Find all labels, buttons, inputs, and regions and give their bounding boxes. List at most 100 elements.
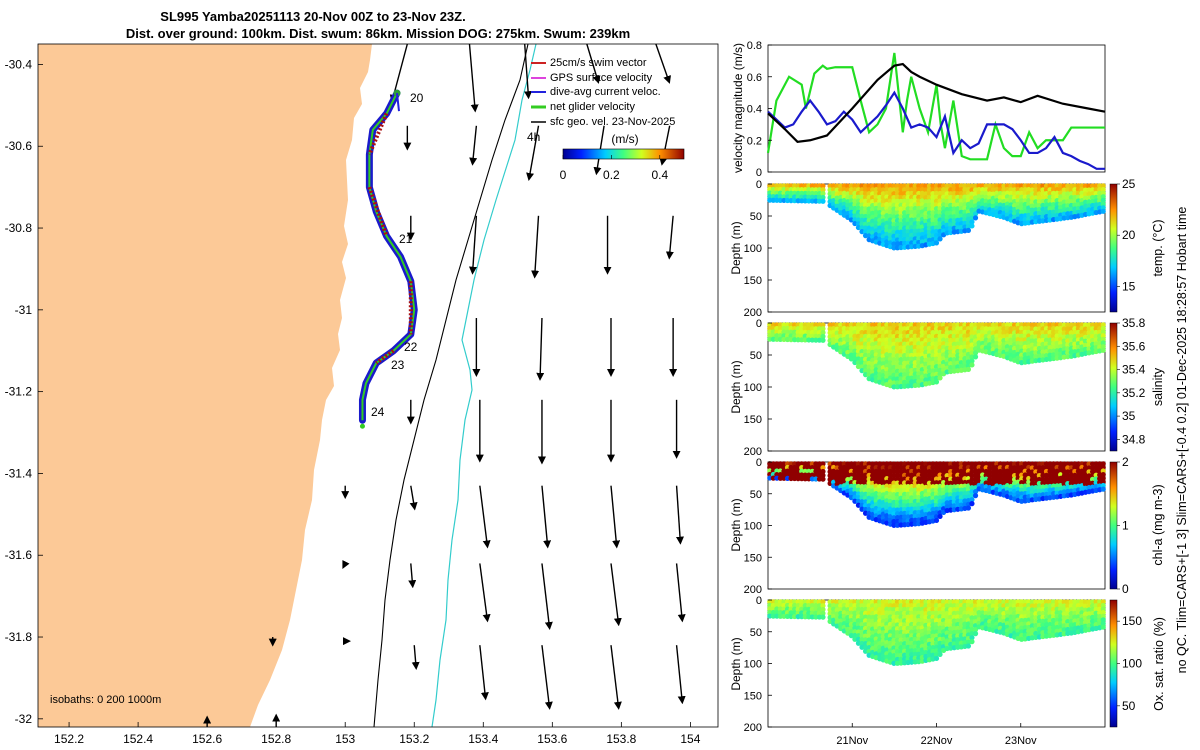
map-colorbar-tick-label: 0	[560, 168, 567, 182]
gps-velocity-arrow	[395, 92, 400, 112]
section-sample	[969, 219, 975, 225]
oxygen-section	[767, 599, 1106, 666]
oxygen-panel: 0 50 100 150 200 Depth (m) 50 100 150 Ox. sat.…	[729, 595, 1166, 747]
time-tick-label: 21Nov	[836, 735, 868, 747]
section-sample	[972, 211, 979, 217]
section-y-tick-label: 100	[744, 659, 762, 671]
section-y-tick-label: 150	[744, 552, 762, 564]
section-sample	[937, 375, 943, 381]
salinity-colorbar	[1109, 322, 1118, 452]
velocity-line	[767, 62, 1106, 143]
legend-gps-label: GPS surface velocity	[550, 72, 653, 84]
section-sample	[820, 326, 826, 332]
map-y-tick-label: -31.8	[5, 630, 33, 644]
map-y-tick-label: -31.4	[5, 466, 33, 480]
section-sample	[1100, 208, 1106, 214]
section-sample	[820, 337, 826, 343]
section-y-tick-label: 150	[744, 275, 762, 287]
legend-swim-label: 25cm/s swim vector	[550, 57, 647, 69]
colorbar-tick-label: 0	[1122, 582, 1129, 596]
temperature-ylabel: Depth (m)	[729, 221, 743, 274]
geo-vector-arrow	[541, 485, 552, 549]
section-sample	[972, 493, 979, 499]
geo-vector-arrow	[524, 44, 533, 100]
map-colorbar-ticks: 0 0.2 0.4	[560, 155, 668, 182]
section-sample	[1100, 624, 1106, 630]
map-y-tick-label: -31	[15, 303, 33, 317]
geo-vector-arrow	[468, 215, 478, 275]
day-label-21: 21	[399, 232, 413, 246]
section-sample	[972, 354, 979, 360]
section-sample	[1100, 322, 1106, 328]
geo-vector-arrow	[468, 44, 479, 113]
section-sample	[820, 599, 826, 605]
time-tick-label: 22Nov	[921, 735, 953, 747]
salinity-colorbar-ticks: 34.8 35 35.2 35.4 35.6 35.8	[1117, 316, 1146, 446]
map-colorbar-bar	[562, 148, 685, 160]
geo-vector-arrow	[479, 485, 491, 549]
section-sample	[1100, 606, 1106, 612]
geo-vector-arrow	[469, 125, 478, 166]
section-y-tick-label: 150	[744, 690, 762, 702]
velocity-line	[767, 90, 1105, 170]
section-sample	[1100, 186, 1106, 193]
map-y-tick-label: -30.6	[5, 139, 33, 153]
geo-vector-arrow	[408, 563, 417, 589]
section-sample	[972, 350, 979, 356]
salinity-y-ticks: 0 50 100 150 200	[744, 318, 772, 458]
section-sample	[1100, 479, 1106, 485]
velocity-y-tick-label: 0.4	[747, 104, 762, 116]
section-sample	[820, 476, 826, 482]
velocity-ylabel: velocity magnitude (m/s)	[731, 43, 745, 173]
section-sample	[1100, 620, 1106, 627]
section-sample	[1100, 482, 1106, 489]
section-y-tick-label: 200	[744, 446, 762, 458]
section-sample	[1100, 613, 1106, 619]
section-y-tick-label: 50	[750, 350, 762, 362]
time-axis-ticks: 21Nov 22Nov 23Nov	[836, 723, 1037, 747]
colorbar-tick-label: 35.4	[1122, 363, 1146, 377]
time-tick-label: 23Nov	[1005, 735, 1037, 747]
velocity-y-tick-label: 0	[756, 167, 762, 179]
geo-vector-arrow	[665, 215, 674, 260]
section-sample	[972, 627, 979, 633]
section-sample	[933, 240, 940, 246]
geo-vector-arrow	[479, 563, 491, 623]
section-sample	[820, 461, 826, 467]
chlorophyll-section	[767, 461, 1106, 528]
swim-vector-segment	[375, 349, 395, 365]
section-sample	[1100, 190, 1106, 196]
velocity-y-tick-label: 0.8	[747, 40, 762, 52]
section-sample	[820, 198, 826, 204]
salinity-panel: 0 50 100 150 200 Depth (m) 34.8 35 35.2 35.4 35.…	[729, 316, 1165, 458]
chlorophyll-y-ticks: 0 50 100 150 200	[744, 457, 772, 596]
colorbar-tick-label: 35.6	[1122, 339, 1146, 353]
oxygen-y-ticks: 0 50 100 150 200	[744, 595, 772, 734]
map-x-tick-label: 152.6	[192, 732, 222, 746]
section-sample	[969, 223, 975, 229]
map-y-tick-label: -30.8	[5, 221, 33, 235]
section-sample	[965, 366, 972, 372]
section-sample	[820, 333, 826, 340]
chlorophyll-ylabel: Depth (m)	[729, 498, 743, 551]
map-panel: 20 21 22 23 24 4h isobaths: 0 200 1000m …	[5, 43, 719, 746]
section-sample	[969, 362, 975, 368]
temperature-colorbar	[1109, 183, 1118, 313]
geo-vector-arrow	[342, 560, 350, 569]
day-label-24: 24	[371, 405, 385, 419]
section-sample	[1100, 336, 1106, 342]
geo-vector-arrow	[610, 485, 621, 549]
section-sample	[820, 190, 826, 197]
map-title-line2: Dist. over ground: 100km. Dist. swum: 86…	[126, 26, 630, 41]
temperature-colorbar-label: temp. (°C)	[1151, 219, 1165, 276]
geo-vector-arrow	[610, 563, 622, 627]
map-colorbar-tick-label: 0.4	[651, 168, 668, 182]
legend-dive-label: dive-avg current veloc.	[550, 86, 661, 98]
section-sample	[820, 194, 826, 201]
section-sample	[969, 358, 975, 364]
section-sample	[969, 635, 975, 641]
section-sample	[1100, 194, 1106, 200]
colorbar-tick-label: 25	[1122, 177, 1136, 191]
section-sample	[1100, 183, 1106, 189]
section-sample	[965, 643, 972, 649]
